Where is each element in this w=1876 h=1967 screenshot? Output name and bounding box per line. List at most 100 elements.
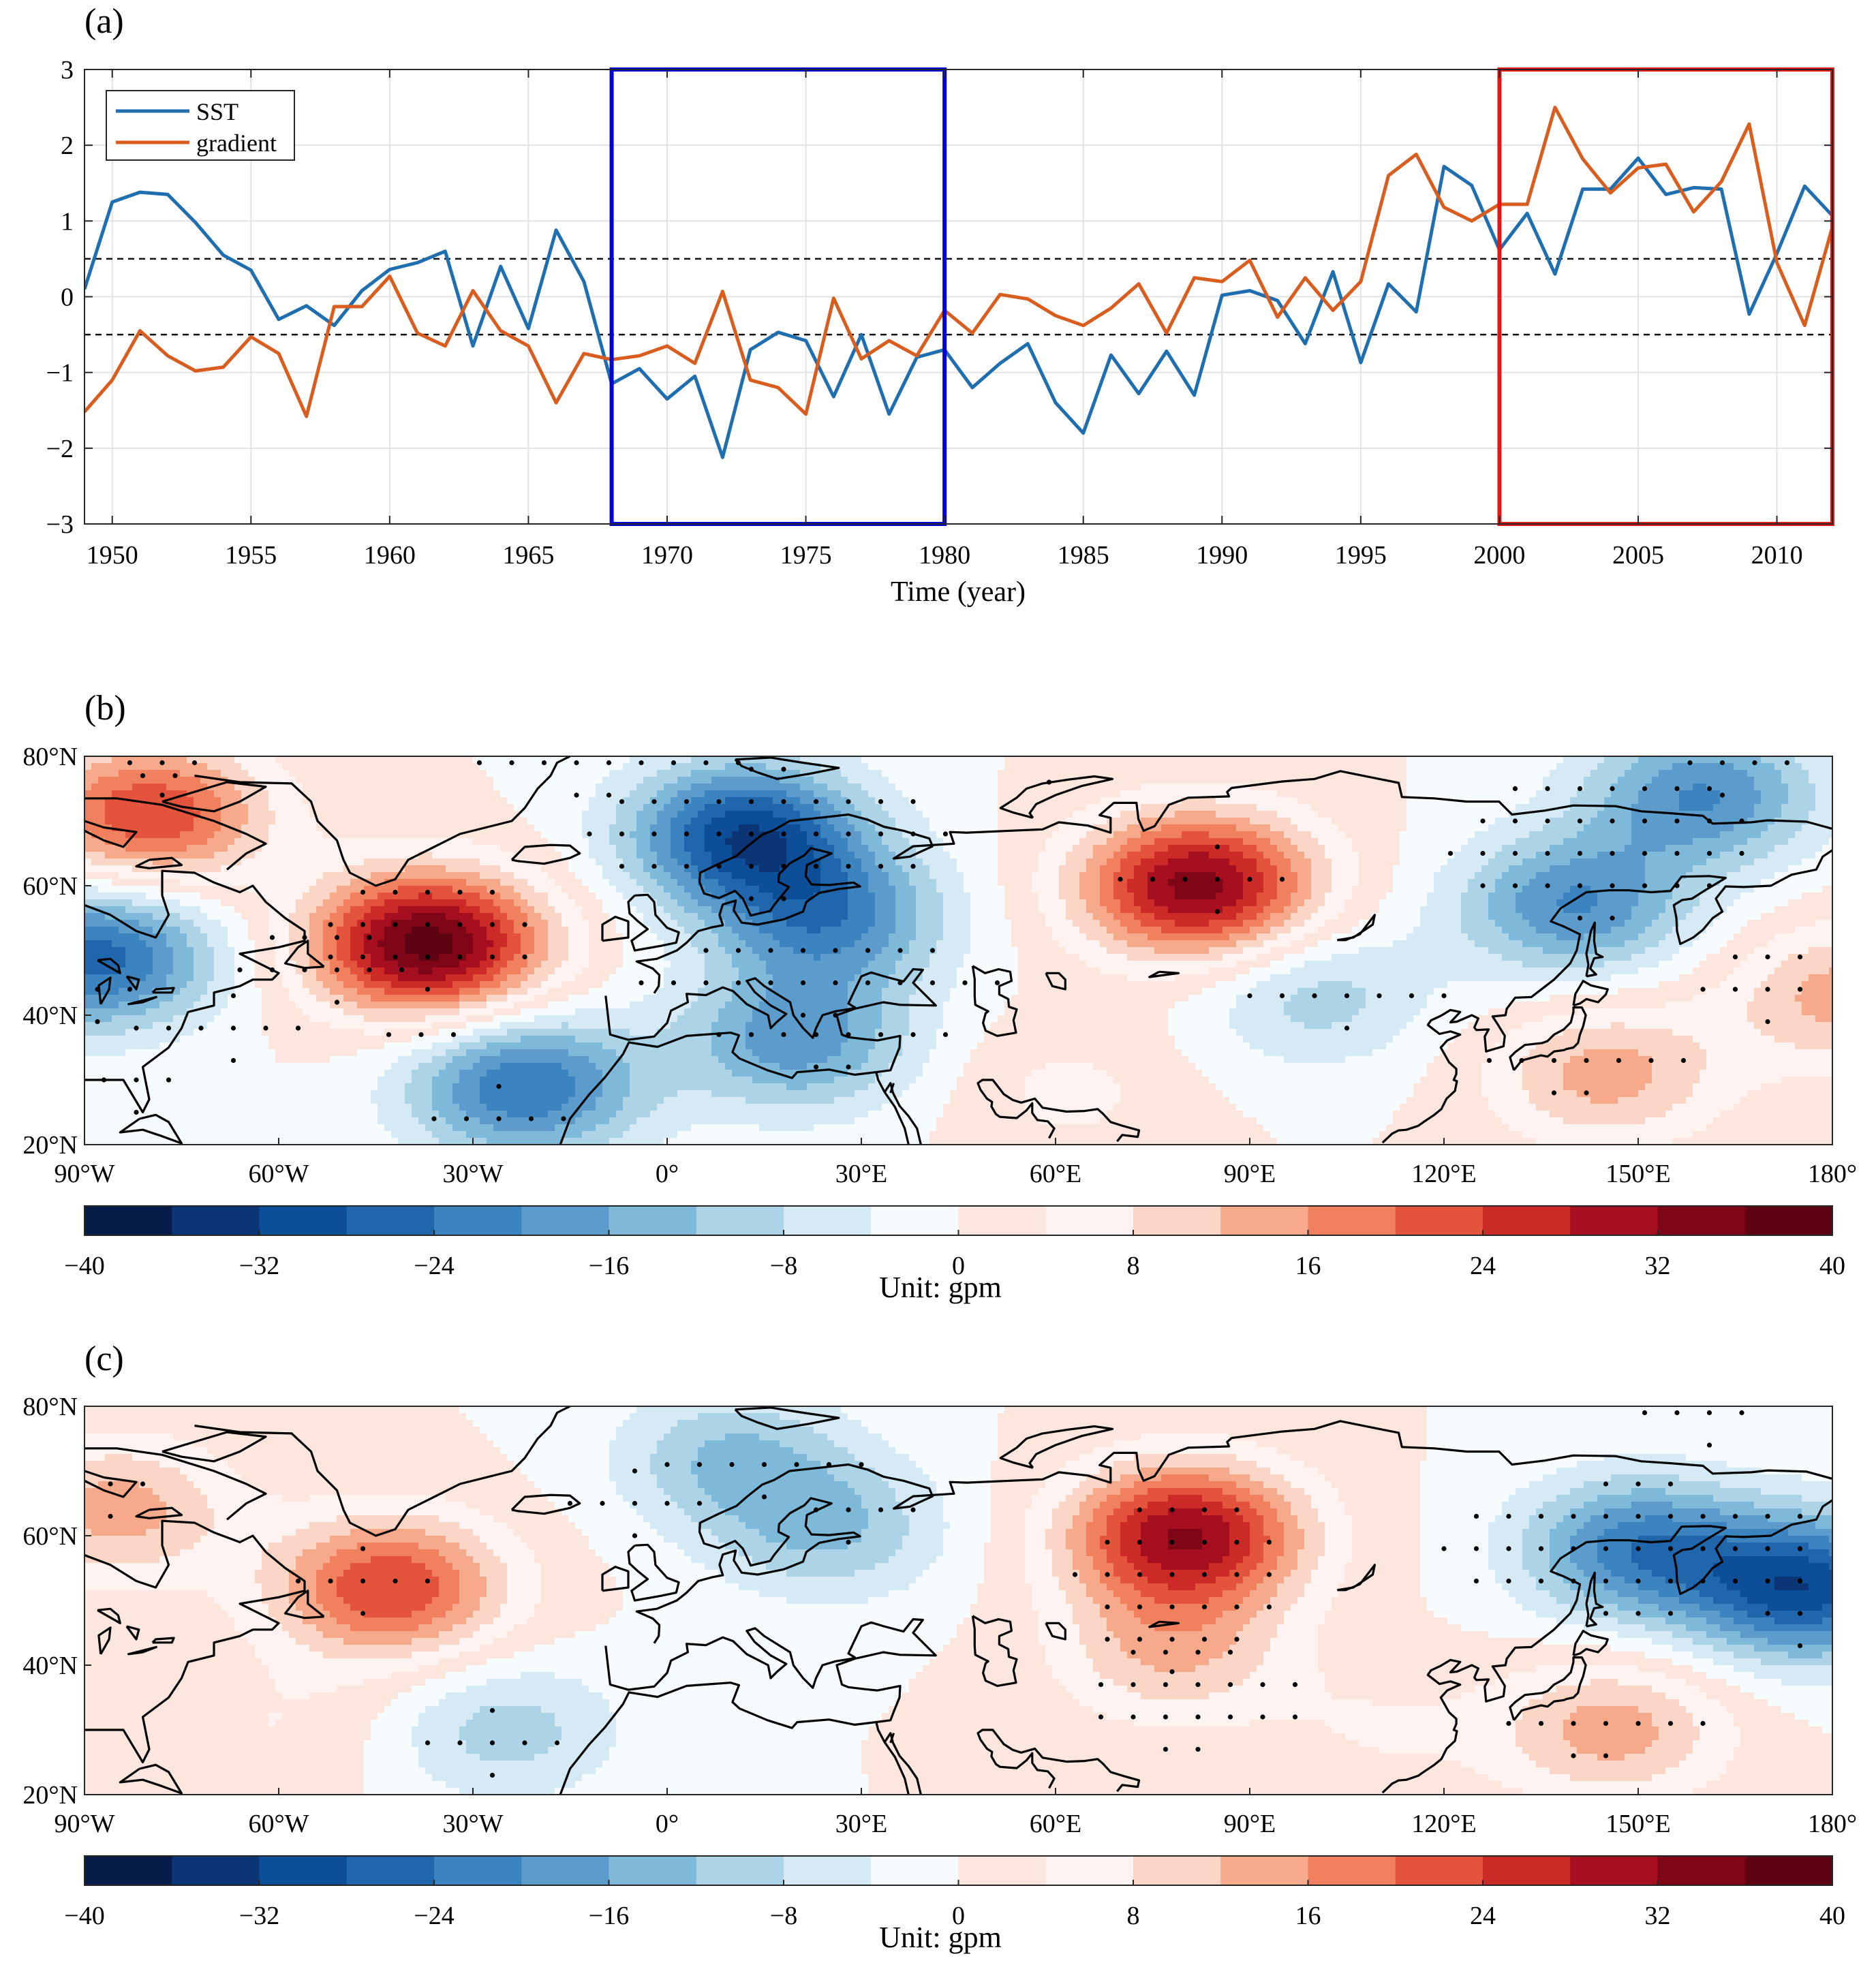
field-cell	[493, 995, 501, 1002]
field-cell	[337, 947, 344, 955]
field-cell	[378, 1124, 385, 1132]
field-cell	[527, 824, 535, 832]
field-cell	[521, 974, 528, 982]
field-cell	[452, 879, 460, 886]
field-cell	[466, 852, 474, 859]
field-cell	[371, 1117, 378, 1125]
field-cell	[596, 886, 603, 893]
field-cell	[384, 811, 392, 818]
field-cell	[405, 1111, 412, 1118]
field-cell	[255, 981, 262, 989]
field-cell	[452, 797, 460, 805]
field-cell	[84, 1029, 92, 1036]
field-cell	[228, 988, 235, 995]
field-cell	[609, 967, 617, 975]
field-cell	[337, 1090, 344, 1098]
field-cell	[330, 1008, 337, 1016]
field-cell	[582, 1008, 589, 1016]
field-cell	[309, 886, 317, 893]
field-cell	[282, 845, 290, 852]
field-cell	[412, 1104, 419, 1111]
field-cell	[234, 920, 242, 927]
field-cell	[153, 1104, 160, 1111]
field-cell	[132, 1083, 140, 1091]
field-cell	[657, 858, 664, 866]
field-cell	[391, 831, 399, 839]
field-cell	[214, 995, 221, 1002]
field-cell	[91, 790, 99, 798]
field-cell	[514, 784, 521, 791]
field-cell	[650, 1131, 658, 1139]
field-cell	[521, 927, 528, 934]
field-cell	[194, 1138, 201, 1145]
field-cell	[514, 988, 521, 995]
field-cell	[657, 804, 664, 811]
field-cell	[303, 797, 310, 805]
field-cell	[262, 1111, 269, 1118]
field-cell	[487, 1029, 494, 1036]
field-cell	[636, 1124, 644, 1132]
field-cell	[268, 906, 276, 914]
field-cell	[412, 906, 419, 914]
field-cell	[391, 927, 399, 934]
field-cell	[296, 961, 303, 968]
field-cell	[316, 995, 324, 1002]
field-cell	[527, 1077, 535, 1084]
field-cell	[432, 1049, 440, 1057]
field-cell	[371, 763, 378, 771]
field-cell	[562, 824, 569, 832]
field-cell	[568, 1042, 576, 1050]
field-cell	[609, 763, 617, 771]
field-cell	[330, 988, 337, 995]
field-cell	[534, 838, 542, 846]
field-cell	[350, 906, 358, 914]
field-cell	[575, 1056, 583, 1064]
field-cell	[507, 1124, 514, 1132]
field-cell	[255, 988, 262, 995]
field-cell	[602, 1104, 610, 1111]
field-cell	[268, 838, 276, 846]
field-cell	[562, 1117, 569, 1125]
field-cell	[500, 933, 508, 941]
field-cell	[241, 988, 249, 995]
field-cell	[153, 824, 160, 832]
field-cell	[343, 961, 351, 968]
field-cell	[350, 893, 358, 900]
field-cell	[337, 913, 344, 920]
field-cell	[323, 1090, 330, 1098]
field-cell	[378, 1131, 385, 1139]
field-cell	[241, 824, 249, 832]
field-cell	[398, 1029, 405, 1036]
field-cell	[405, 1070, 412, 1077]
field-cell	[316, 927, 324, 934]
field-cell	[616, 933, 624, 941]
field-cell	[282, 967, 290, 975]
field-cell	[296, 756, 303, 764]
field-cell	[337, 981, 344, 989]
field-cell	[562, 893, 569, 900]
field-cell	[487, 790, 494, 798]
field-cell	[98, 852, 106, 859]
field-cell	[446, 865, 453, 873]
field-cell	[412, 763, 419, 771]
field-cell	[194, 906, 201, 914]
field-cell	[514, 893, 521, 900]
field-cell	[575, 879, 583, 886]
field-cell	[650, 1111, 658, 1118]
field-cell	[330, 967, 337, 975]
field-cell	[166, 1022, 174, 1029]
field-cell	[180, 981, 187, 989]
field-cell	[337, 879, 344, 886]
field-cell	[357, 1111, 365, 1118]
field-cell	[446, 845, 453, 852]
field-cell	[521, 777, 528, 784]
field-cell	[323, 770, 330, 777]
field-cell	[180, 1124, 187, 1132]
field-cell	[541, 1002, 549, 1009]
field-cell	[146, 1104, 153, 1111]
field-cell	[596, 763, 603, 771]
field-cell	[159, 1097, 167, 1104]
field-cell	[364, 886, 371, 893]
field-cell	[507, 940, 514, 948]
field-cell	[412, 961, 419, 968]
